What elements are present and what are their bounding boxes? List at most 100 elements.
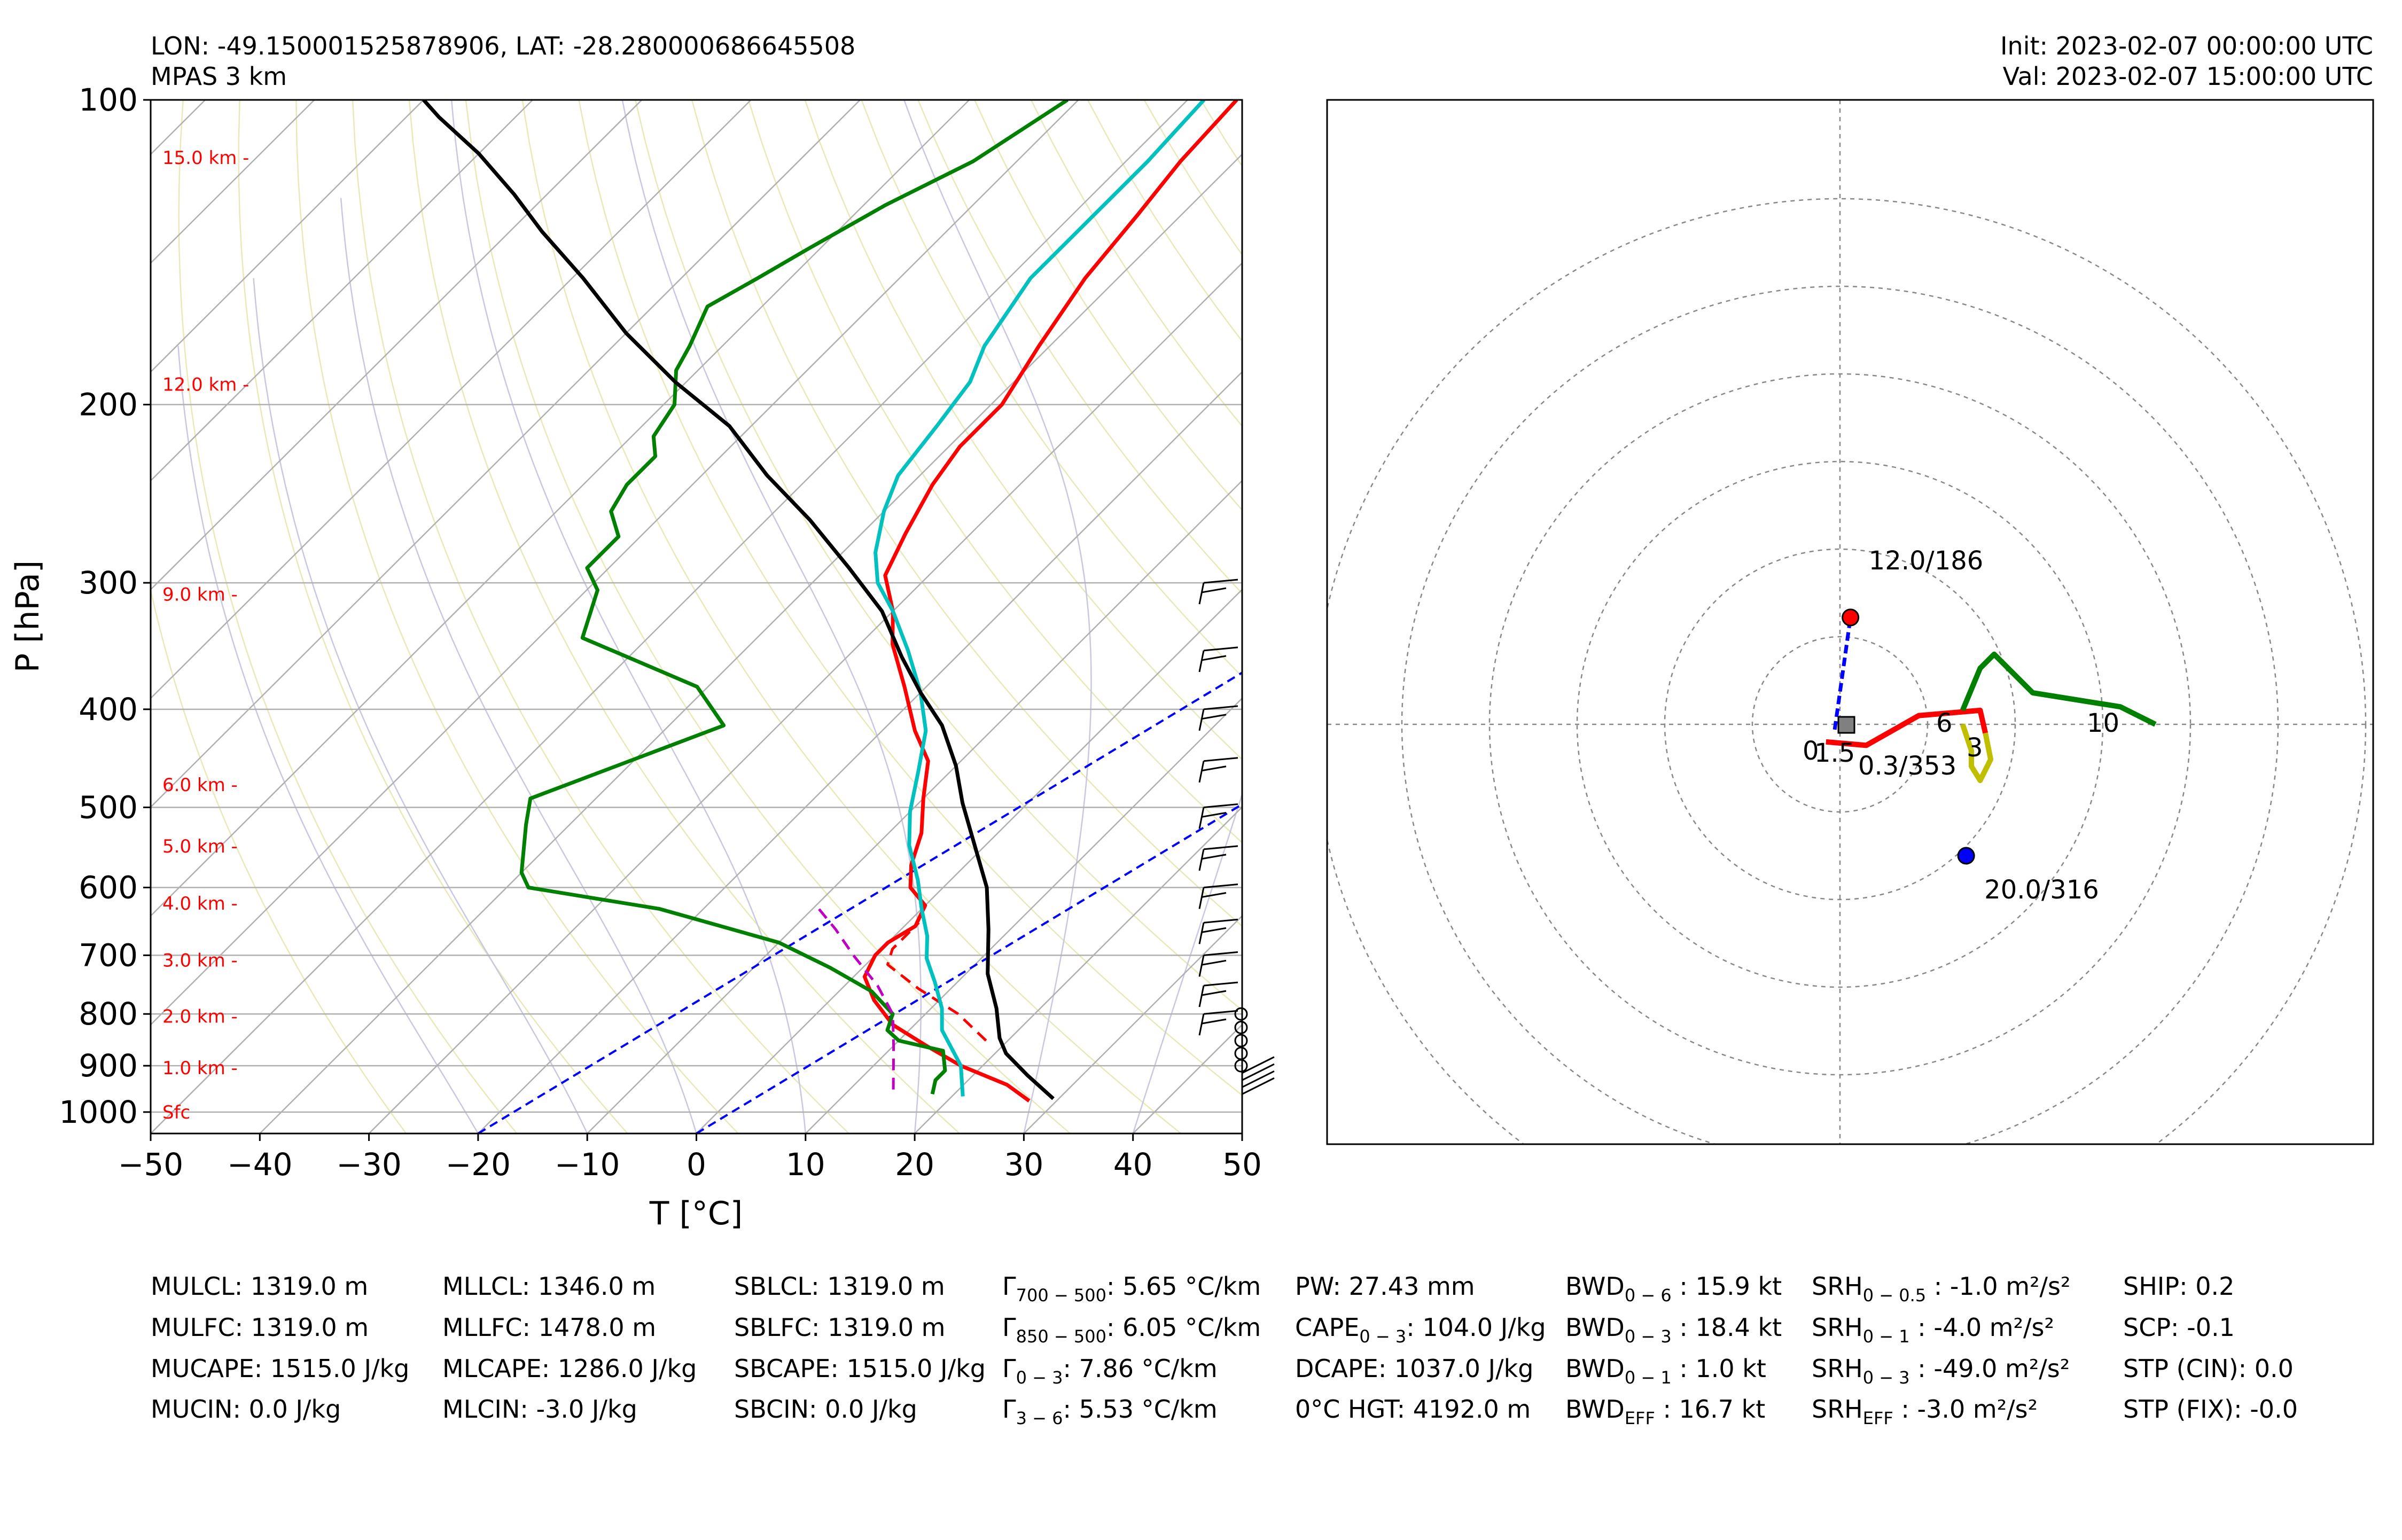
valid-time: Val: 2023-02-07 15:00:00 UTC [2003,62,2373,91]
mixing-ratio-line [477,671,1242,1133]
dry-adiabat [521,100,1182,1133]
isotherm [259,153,1242,1133]
skewt-series-5 [815,904,895,1090]
dry-adiabat [1596,100,2402,1133]
isotherm [478,371,1242,1133]
index-value: BWD0 − 6 : 15.9 kt [1565,1272,1782,1306]
hodograph-ring [1576,460,2104,988]
dry-adiabat [1200,100,1242,168]
height-label: 2.0 km - [162,1006,238,1027]
skewt-panel: −50 −40 −30 −20 −10 0 10 20 30 40 5010020030040050… [59,82,2402,1183]
right-mover-marker [1842,608,1860,627]
y-tick-label: 100 [79,82,138,118]
wind-barb [1242,1070,1275,1088]
dry-adiabat [1540,100,2402,1133]
index-value: MLCAPE: 1286.0 J/kg [442,1354,697,1383]
moist-adiabat [903,100,1092,1133]
dry-adiabat [352,100,849,1133]
y-tick-label: 700 [79,937,138,973]
storm-motion-vector [1832,617,1853,730]
index-value: MLCIN: -3.0 J/kg [442,1395,637,1424]
mean-wind-marker [1837,716,1855,734]
wind-barb-flag [1203,646,1238,652]
wind-barb [1198,650,1205,673]
y-axis-label: P [hPa] [9,560,46,673]
isotherm [151,100,533,482]
index-value: STP (FIX): -0.0 [2123,1395,2298,1424]
height-label: 15.0 km - [162,147,249,169]
dry-adiabat [1710,100,2402,1133]
moist-adiabat [1132,792,1242,1133]
wind-barb-flag [1201,990,1227,996]
wind-barb [1198,849,1205,871]
dry-adiabat [151,587,407,1133]
height-label: 4.0 km - [162,893,238,914]
height-label: 1.0 km - [162,1058,238,1079]
y-tick-label: 800 [79,996,138,1032]
x-tick-label: 20 [895,1146,934,1183]
skewt-series-0 [862,100,1238,1103]
dry-adiabat [408,100,961,1133]
wind-barb-flag [1201,765,1227,772]
hodograph-series-1 [1960,723,1994,783]
x-tick-label: −40 [227,1146,292,1183]
index-value: SBCIN: 0.0 J/kg [734,1395,917,1424]
dry-adiabat [1427,100,2402,1133]
x-tick-label: −30 [336,1146,401,1183]
wind-barb [1198,1013,1205,1036]
wind-barb-flag [1203,845,1238,850]
isotherm [1242,100,2279,1133]
calm-wind-circle [1234,1007,1248,1021]
calm-wind-circle [1234,1034,1248,1047]
hodograph-panel: 12.0/186 20.0/316 0.3/353 6 10 3 01.5 [1326,99,2374,1145]
wind-barb [1198,923,1205,944]
moist-adiabat [450,100,807,1133]
isotherm [587,480,1242,1133]
index-value: SRH0 − 3 : -49.0 m²/s² [1812,1354,2070,1388]
wind-barb-flag [1203,951,1238,956]
index-value: SBLCL: 1319.0 m [734,1272,945,1301]
moist-adiabat [340,198,697,1133]
model-label: MPAS 3 km [151,62,287,91]
wind-barb [1242,1077,1275,1095]
wind-barb-flag [1201,714,1227,720]
mixing-ratio-line [696,803,1242,1133]
wind-barb [1242,1063,1275,1081]
x-tick-label: 10 [786,1146,825,1183]
x-tick-label: 0 [687,1146,706,1183]
wind-barb-flag [1203,757,1238,762]
wind-barb-flag [1201,892,1227,898]
isotherm [151,100,861,808]
dry-adiabat [238,100,628,1133]
dry-adiabat [1257,100,2402,1133]
index-value: Γ3 − 6: 5.53 °C/km [1002,1395,1218,1428]
wind-barb-flag [1201,655,1227,661]
index-value: PW: 27.43 mm [1295,1272,1475,1301]
index-value: BWDEFF : 16.7 kt [1565,1395,1765,1428]
wind-barb-flag [1203,705,1238,710]
index-value: SHIP: 0.2 [2123,1272,2234,1301]
index-value: DCAPE: 1037.0 J/kg [1295,1354,1533,1383]
y-tick-label: 1000 [59,1094,138,1130]
wind-barb [1198,582,1205,605]
index-value: BWD0 − 1 : 1.0 kt [1565,1354,1766,1388]
dry-adiabat [578,100,1242,1096]
index-value: 0°C HGT: 4192.0 m [1295,1395,1531,1424]
skewt-frame [150,99,1243,1135]
wind-barb-flag [1203,981,1238,987]
x-tick-label: −10 [555,1146,620,1183]
isotherm [914,806,1242,1133]
index-value: SRHEFF : -3.0 m²/s² [1812,1395,2038,1428]
isotherm [151,100,424,373]
index-value: Γ700 − 500: 5.65 °C/km [1002,1272,1261,1306]
y-tick-label: 300 [79,565,138,601]
dry-adiabat [861,100,1242,678]
right-mover-label: 12.0/186 [1869,546,1984,576]
init-time: Init: 2023-02-07 00:00:00 UTC [2000,32,2373,60]
wind-barb [1198,985,1205,1007]
dry-adiabat [1653,100,2402,1133]
hodograph-series-2 [1960,651,2157,727]
skewt-series-2 [874,100,1206,1097]
wind-barb-flag [1201,811,1227,818]
